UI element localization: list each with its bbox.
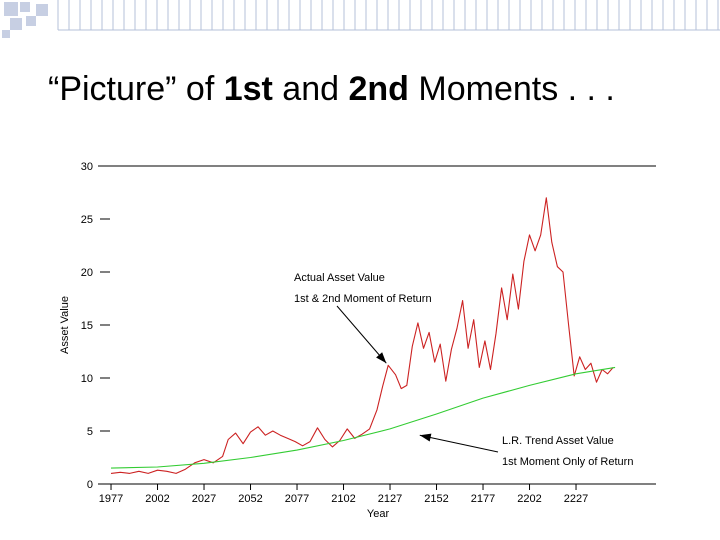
y-axis-label: Asset Value — [59, 296, 71, 354]
x-tick-label: 2152 — [424, 493, 448, 505]
y-tick-label: 30 — [81, 161, 93, 173]
trend-arrowhead — [419, 433, 432, 442]
actual-annotation-text: Actual Asset Value — [294, 272, 385, 284]
trend-annotation-text: L.R. Trend Asset Value — [502, 435, 614, 447]
title-part-3: and — [272, 70, 349, 108]
x-tick-label: 2077 — [285, 493, 309, 505]
x-tick-label: 2202 — [517, 493, 541, 505]
actual-arrowhead — [376, 352, 387, 364]
title-part-4: 2nd — [348, 70, 409, 108]
title-part-1: “Picture” of — [48, 70, 224, 108]
actual-annotation-text: 1st & 2nd Moment of Return — [294, 293, 432, 305]
x-tick-label: 2227 — [564, 493, 588, 505]
deco-square — [26, 16, 36, 26]
series-group — [110, 197, 616, 474]
annotations: Actual Asset Value 1st & 2nd Moment of Re… — [294, 272, 633, 468]
actual-series-line — [110, 197, 614, 474]
x-tick-label: 2127 — [378, 493, 402, 505]
deco-square — [4, 2, 18, 16]
actual-annotation-arrow — [336, 305, 387, 364]
x-tick-label: 2102 — [331, 493, 355, 505]
deco-square — [10, 18, 22, 30]
deco-squares — [2, 2, 48, 38]
deco-lines — [57, 0, 720, 31]
y-tick-label: 10 — [81, 373, 93, 385]
deco-square — [20, 2, 30, 12]
y-tick-label: 5 — [87, 426, 93, 438]
y-tick-label: 25 — [81, 214, 93, 226]
y-tick-label: 20 — [81, 267, 93, 279]
x-tick-label: 2002 — [145, 493, 169, 505]
x-tick-label: 2027 — [192, 493, 216, 505]
y-tick-label: 0 — [87, 479, 93, 491]
trend-annotation-text: 1st Moment Only of Return — [502, 456, 633, 468]
deco-square — [36, 4, 48, 16]
slide-title: “Picture” of 1st and 2nd Moments . . . — [48, 70, 615, 109]
trend-annotation-arrow — [419, 434, 499, 453]
trend-series-line — [110, 366, 616, 469]
title-part-2: 1st — [223, 70, 273, 108]
slide-decoration — [2, 0, 720, 38]
x-tick-label: 2052 — [238, 493, 262, 505]
x-tick-label: 1977 — [99, 493, 123, 505]
y-axis-ticks: 0 5 10 15 20 25 30 — [81, 161, 110, 491]
y-tick-label: 15 — [81, 320, 93, 332]
x-tick-label: 2177 — [471, 493, 495, 505]
title-part-5: Moments . . . — [408, 70, 615, 108]
x-axis-ticks: 1977 2002 2027 2052 2077 2102 2127 2152 2177 2202… — [99, 484, 588, 505]
deco-square — [2, 30, 10, 38]
x-axis-label: Year — [367, 508, 390, 520]
